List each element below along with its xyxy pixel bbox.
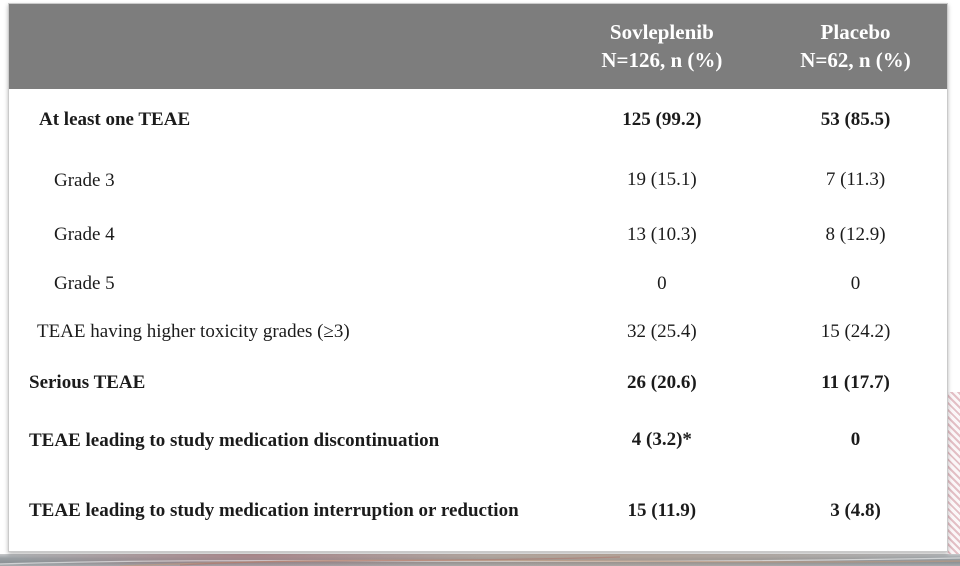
- sovleplenib-value: 26 (20.6): [627, 372, 697, 394]
- sovleplenib-value: 32 (25.4): [627, 321, 697, 343]
- table-row-grade-3: Grade 3 19 (15.1) 7 (11.3): [9, 151, 947, 209]
- sovleplenib-value: 4 (3.2)*: [631, 429, 692, 451]
- table-row-serious-teae: Serious TEAE 26 (20.6) 11 (17.7): [9, 356, 947, 410]
- placebo-value: 53 (85.5): [820, 109, 891, 131]
- placebo-value: 15 (24.2): [820, 321, 891, 343]
- table-row-grade-4: Grade 4 13 (10.3) 8 (12.9): [9, 210, 947, 260]
- header-empty-cell: [9, 4, 560, 89]
- header-sovleplenib-name: Sovleplenib: [609, 20, 714, 45]
- teae-table: Sovleplenib N=126, n (%) Placebo N=62, n…: [9, 4, 947, 551]
- teae-table-card: Sovleplenib N=126, n (%) Placebo N=62, n…: [8, 3, 948, 552]
- header-sovleplenib: Sovleplenib N=126, n (%): [559, 4, 765, 89]
- table-header-row: Sovleplenib N=126, n (%) Placebo N=62, n…: [9, 4, 947, 89]
- row-label: Serious TEAE: [29, 372, 146, 394]
- sovleplenib-value: 0: [657, 272, 667, 294]
- placebo-value: 8 (12.9): [825, 223, 886, 245]
- decorative-curves: [0, 556, 960, 566]
- placebo-value: 0: [850, 429, 861, 451]
- row-label: TEAE leading to study medication discont…: [29, 429, 440, 451]
- table-row-grade-5: Grade 5 0 0: [9, 260, 947, 308]
- sovleplenib-value: 13 (10.3): [627, 223, 697, 245]
- header-placebo: Placebo N=62, n (%): [764, 4, 947, 89]
- table-row-higher-toxicity-grades: TEAE having higher toxicity grades (≥3) …: [9, 308, 947, 356]
- row-label: TEAE leading to study medication interru…: [29, 499, 519, 521]
- header-placebo-name: Placebo: [820, 20, 891, 45]
- table-row-at-least-one-teae: At least one TEAE 125 (99.2) 53 (85.5): [9, 89, 947, 151]
- placebo-value: 3 (4.8): [830, 499, 881, 521]
- header-sovleplenib-n: N=126, n (%): [601, 47, 723, 72]
- table-row-teae-discontinuation: TEAE leading to study medication discont…: [9, 410, 947, 470]
- row-label: Grade 5: [54, 273, 115, 294]
- placebo-value: 7 (11.3): [825, 169, 886, 191]
- header-placebo-n: N=62, n (%): [800, 47, 911, 72]
- sovleplenib-value: 19 (15.1): [627, 169, 697, 191]
- sovleplenib-value: 15 (11.9): [627, 499, 697, 521]
- placebo-value: 0: [850, 272, 861, 294]
- pink-hatch-decoration: [947, 392, 960, 566]
- sovleplenib-value: 125 (99.2): [622, 109, 702, 131]
- row-label: Grade 4: [54, 223, 115, 245]
- row-label: At least one TEAE: [39, 109, 191, 131]
- placebo-value: 11 (17.7): [821, 372, 890, 394]
- row-label: TEAE having higher toxicity grades (≥3): [37, 321, 350, 343]
- row-label: Grade 3: [54, 169, 115, 191]
- table-row-teae-interruption-reduction: TEAE leading to study medication interru…: [9, 471, 947, 551]
- bottom-strip-decoration: [0, 554, 960, 566]
